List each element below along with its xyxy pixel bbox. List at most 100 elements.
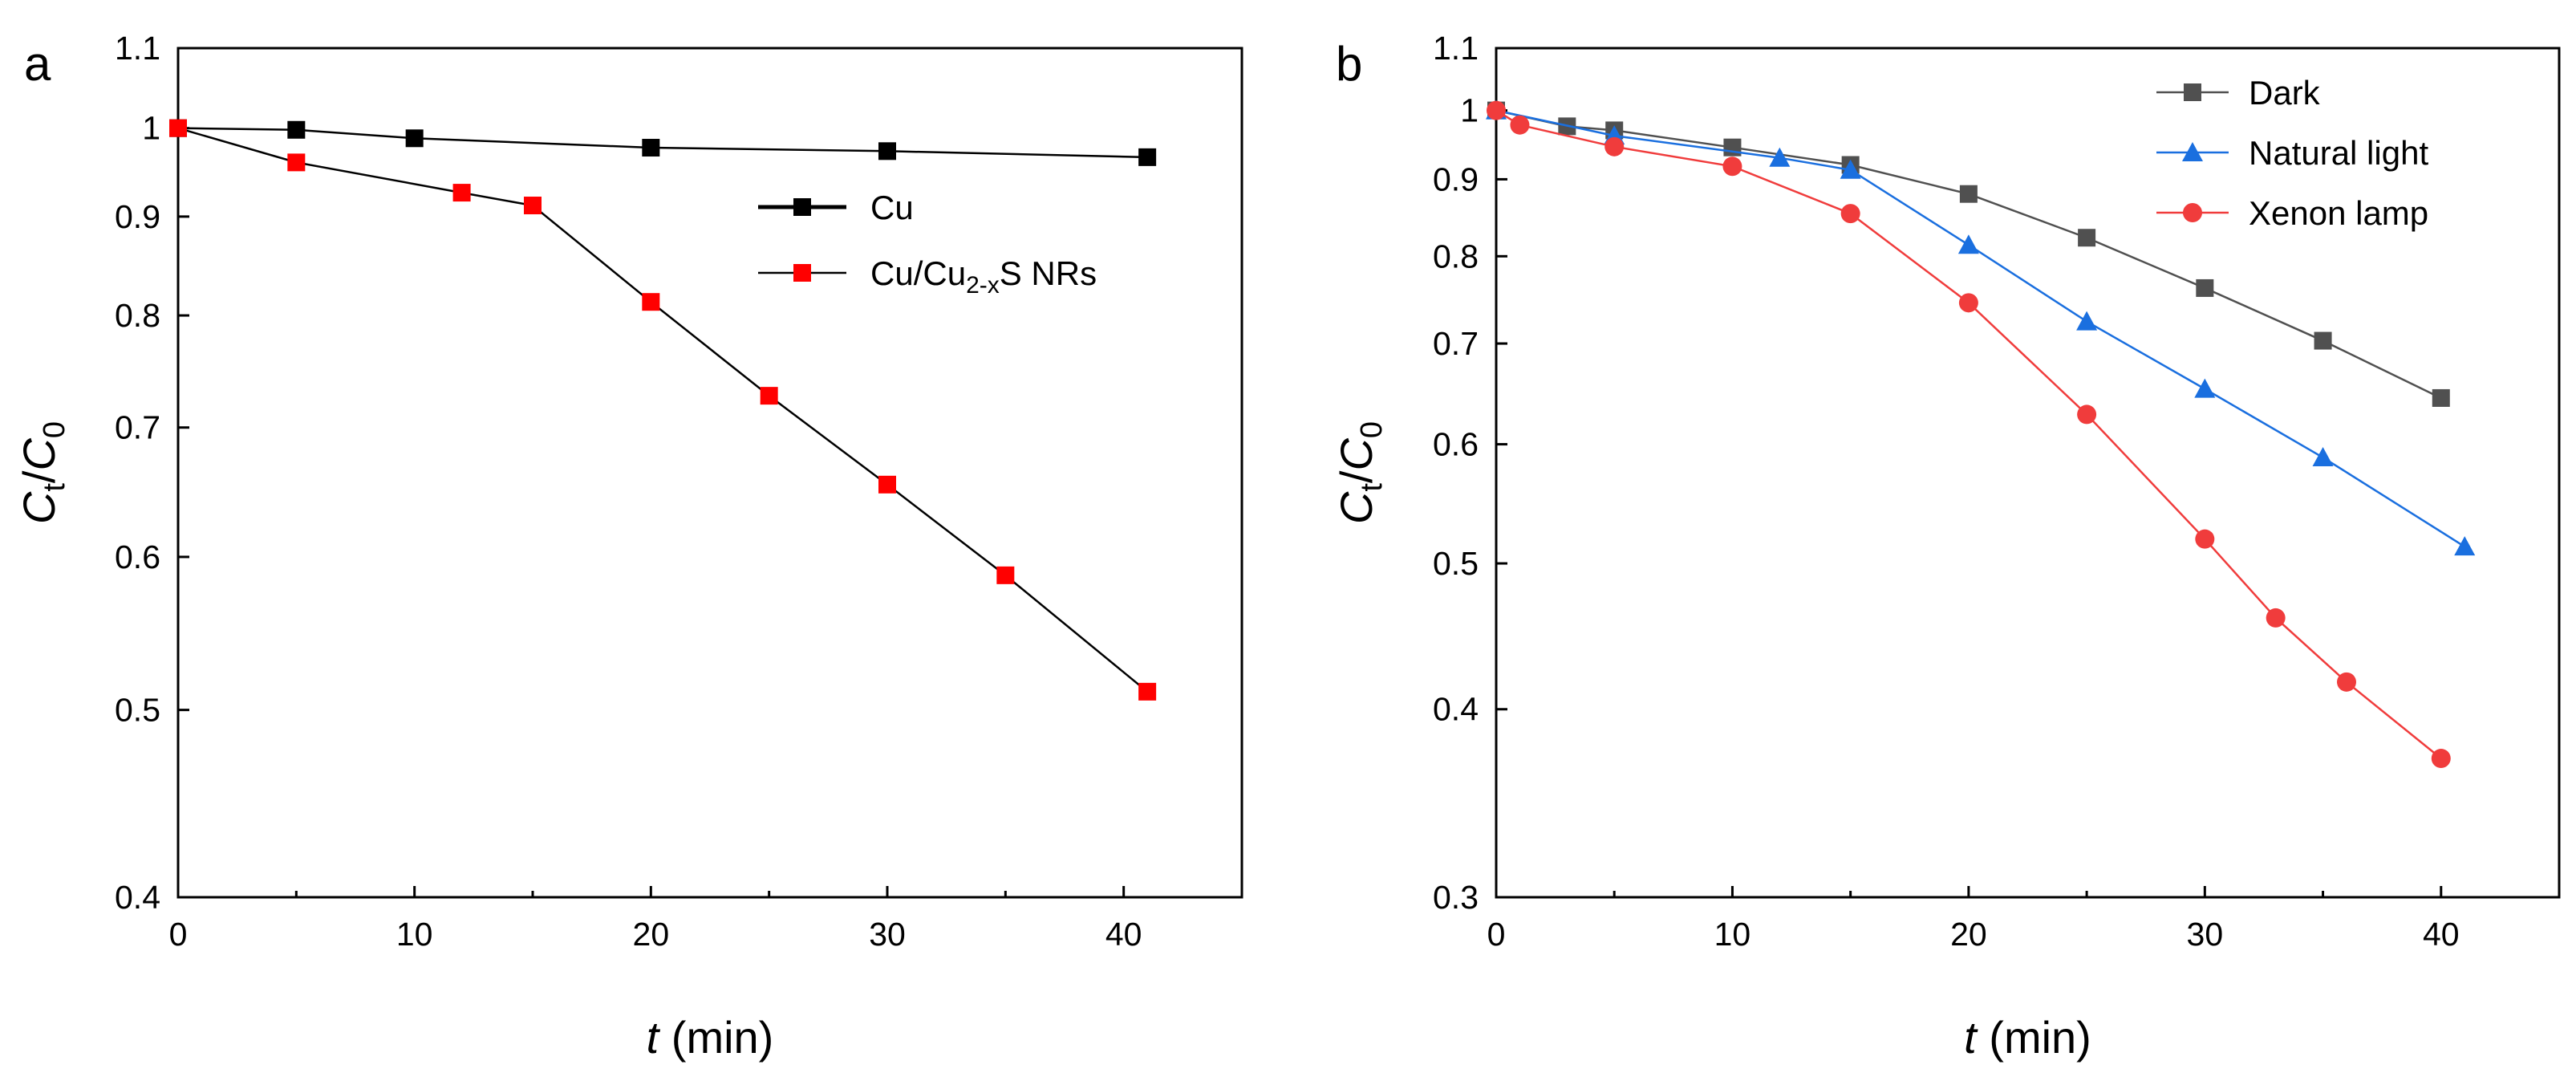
x-tick-label: 30 — [2187, 916, 2224, 953]
data-point — [1604, 136, 1625, 156]
data-point — [1138, 682, 1157, 701]
data-point — [2454, 536, 2476, 556]
panel-b-plot-frame — [1495, 47, 2561, 899]
data-point — [2431, 749, 2451, 769]
data-point — [1722, 156, 1742, 177]
data-point — [1957, 234, 1979, 254]
panel-b-series — [1486, 100, 2476, 769]
y-tick-label: 0.9 — [115, 198, 160, 235]
series-cu — [169, 119, 1157, 166]
panel-a-y-axis: 0.4 0.5 0.6 0.7 0.8 0.9 1 1.1 — [115, 30, 189, 916]
panel-a-plot-frame — [176, 47, 1243, 899]
y-tick-label: 0.7 — [1433, 325, 1479, 362]
y-tick-label: 0.4 — [115, 879, 160, 916]
y-tick-label: 0.6 — [1433, 426, 1479, 463]
panel-b-x-axis-title: t (min) — [1964, 1012, 2091, 1063]
y-tick-label: 0.8 — [115, 297, 160, 334]
panel-b-y-axis-title: Ct/C0 — [1331, 421, 1389, 524]
legend-label: Cu — [870, 189, 914, 226]
data-point — [2078, 229, 2096, 247]
data-point — [405, 129, 424, 148]
series-line — [177, 127, 1148, 159]
data-point — [642, 139, 660, 157]
data-point — [1723, 138, 1742, 156]
data-point — [2195, 529, 2215, 549]
series-xenon-lamp — [1487, 100, 2451, 769]
data-point — [2314, 331, 2332, 350]
data-point — [287, 120, 306, 139]
series-line — [177, 127, 1148, 693]
panel-a-series — [169, 119, 1157, 701]
y-tick-label: 0.5 — [115, 692, 160, 729]
data-point — [2266, 608, 2286, 628]
x-tick-label: 10 — [1714, 916, 1751, 953]
panel-a-letter: a — [24, 37, 51, 91]
series-cu-cu2-xs-nrs — [169, 119, 1157, 701]
panel-a-y-axis-title: Ct/C0 — [14, 421, 71, 524]
panel-a-x-axis-title: t (min) — [647, 1012, 774, 1063]
x-tick-label: 40 — [1105, 916, 1142, 953]
legend-marker — [2183, 203, 2202, 222]
x-tick-label: 20 — [633, 916, 670, 953]
data-point — [2312, 447, 2334, 467]
data-point — [1487, 100, 1506, 120]
y-tick-label: 0.7 — [115, 409, 160, 446]
legend-marker — [2184, 83, 2201, 101]
x-tick-label: 40 — [2423, 916, 2460, 953]
y-tick-label: 1 — [142, 110, 160, 147]
y-tick-label: 1.1 — [115, 30, 160, 67]
legend-label: Natural light — [2249, 134, 2428, 172]
x-tick-label: 30 — [869, 916, 906, 953]
data-point — [2432, 388, 2450, 407]
series-line — [1495, 109, 2465, 548]
data-point — [760, 387, 778, 405]
y-tick-label: 0.8 — [1433, 238, 1479, 274]
x-tick-label: 0 — [1487, 916, 1506, 953]
data-point — [524, 197, 542, 215]
data-point — [1958, 293, 1978, 313]
legend-marker — [793, 198, 811, 216]
x-tick-label: 10 — [396, 916, 433, 953]
y-tick-label: 1 — [1460, 92, 1479, 129]
data-point — [2194, 378, 2216, 398]
data-point — [169, 119, 187, 137]
y-tick-label: 1.1 — [1433, 30, 1479, 67]
data-point — [2076, 311, 2098, 331]
data-point — [1769, 147, 1791, 167]
data-point — [1840, 204, 1860, 224]
data-point — [642, 293, 660, 311]
data-point — [878, 475, 896, 494]
legend-label: Cu/Cu2-xS NRs — [870, 254, 1097, 299]
y-tick-label: 0.3 — [1433, 879, 1479, 916]
data-point — [2337, 672, 2356, 692]
data-point — [1840, 159, 1861, 179]
data-point — [996, 566, 1015, 584]
panel-b-letter: b — [1336, 37, 1362, 91]
data-point — [1510, 115, 1530, 135]
panel-a-chart: a 0.4 0.5 0.6 0.7 0.8 0.9 1 1.1 0 10 20 30 40 Cu Cu/… — [14, 30, 1243, 1063]
x-tick-label: 0 — [169, 916, 188, 953]
y-tick-label: 0.4 — [1433, 691, 1479, 728]
data-point — [2077, 404, 2097, 425]
y-tick-label: 0.6 — [115, 538, 160, 575]
panel-a-x-axis: 0 10 20 30 40 — [169, 886, 1243, 953]
data-point — [452, 184, 471, 202]
series-line — [1495, 109, 2442, 400]
panel-b-chart: b 0.3 0.4 0.5 0.6 0.7 0.8 0.9 1 1.1 0 10 20 30 40 Da… — [1331, 30, 2561, 1063]
panel-b-x-axis: 0 10 20 30 40 — [1487, 886, 2561, 953]
legend-label: Dark — [2249, 74, 2321, 112]
panel-a-legend: Cu Cu/Cu2-xS NRs — [758, 189, 1097, 299]
legend-label: Xenon lamp — [2249, 194, 2428, 232]
legend-marker — [793, 264, 811, 282]
panel-b-y-axis: 0.3 0.4 0.5 0.6 0.7 0.8 0.9 1 1.1 — [1433, 30, 1507, 916]
data-point — [287, 153, 306, 172]
y-tick-label: 0.5 — [1433, 545, 1479, 582]
legend-marker — [2182, 142, 2203, 161]
data-point — [1138, 148, 1157, 166]
data-point — [1959, 185, 1978, 203]
y-tick-label: 0.9 — [1433, 161, 1479, 197]
data-point — [2196, 278, 2214, 297]
x-tick-label: 20 — [1950, 916, 1987, 953]
data-point — [878, 142, 896, 161]
